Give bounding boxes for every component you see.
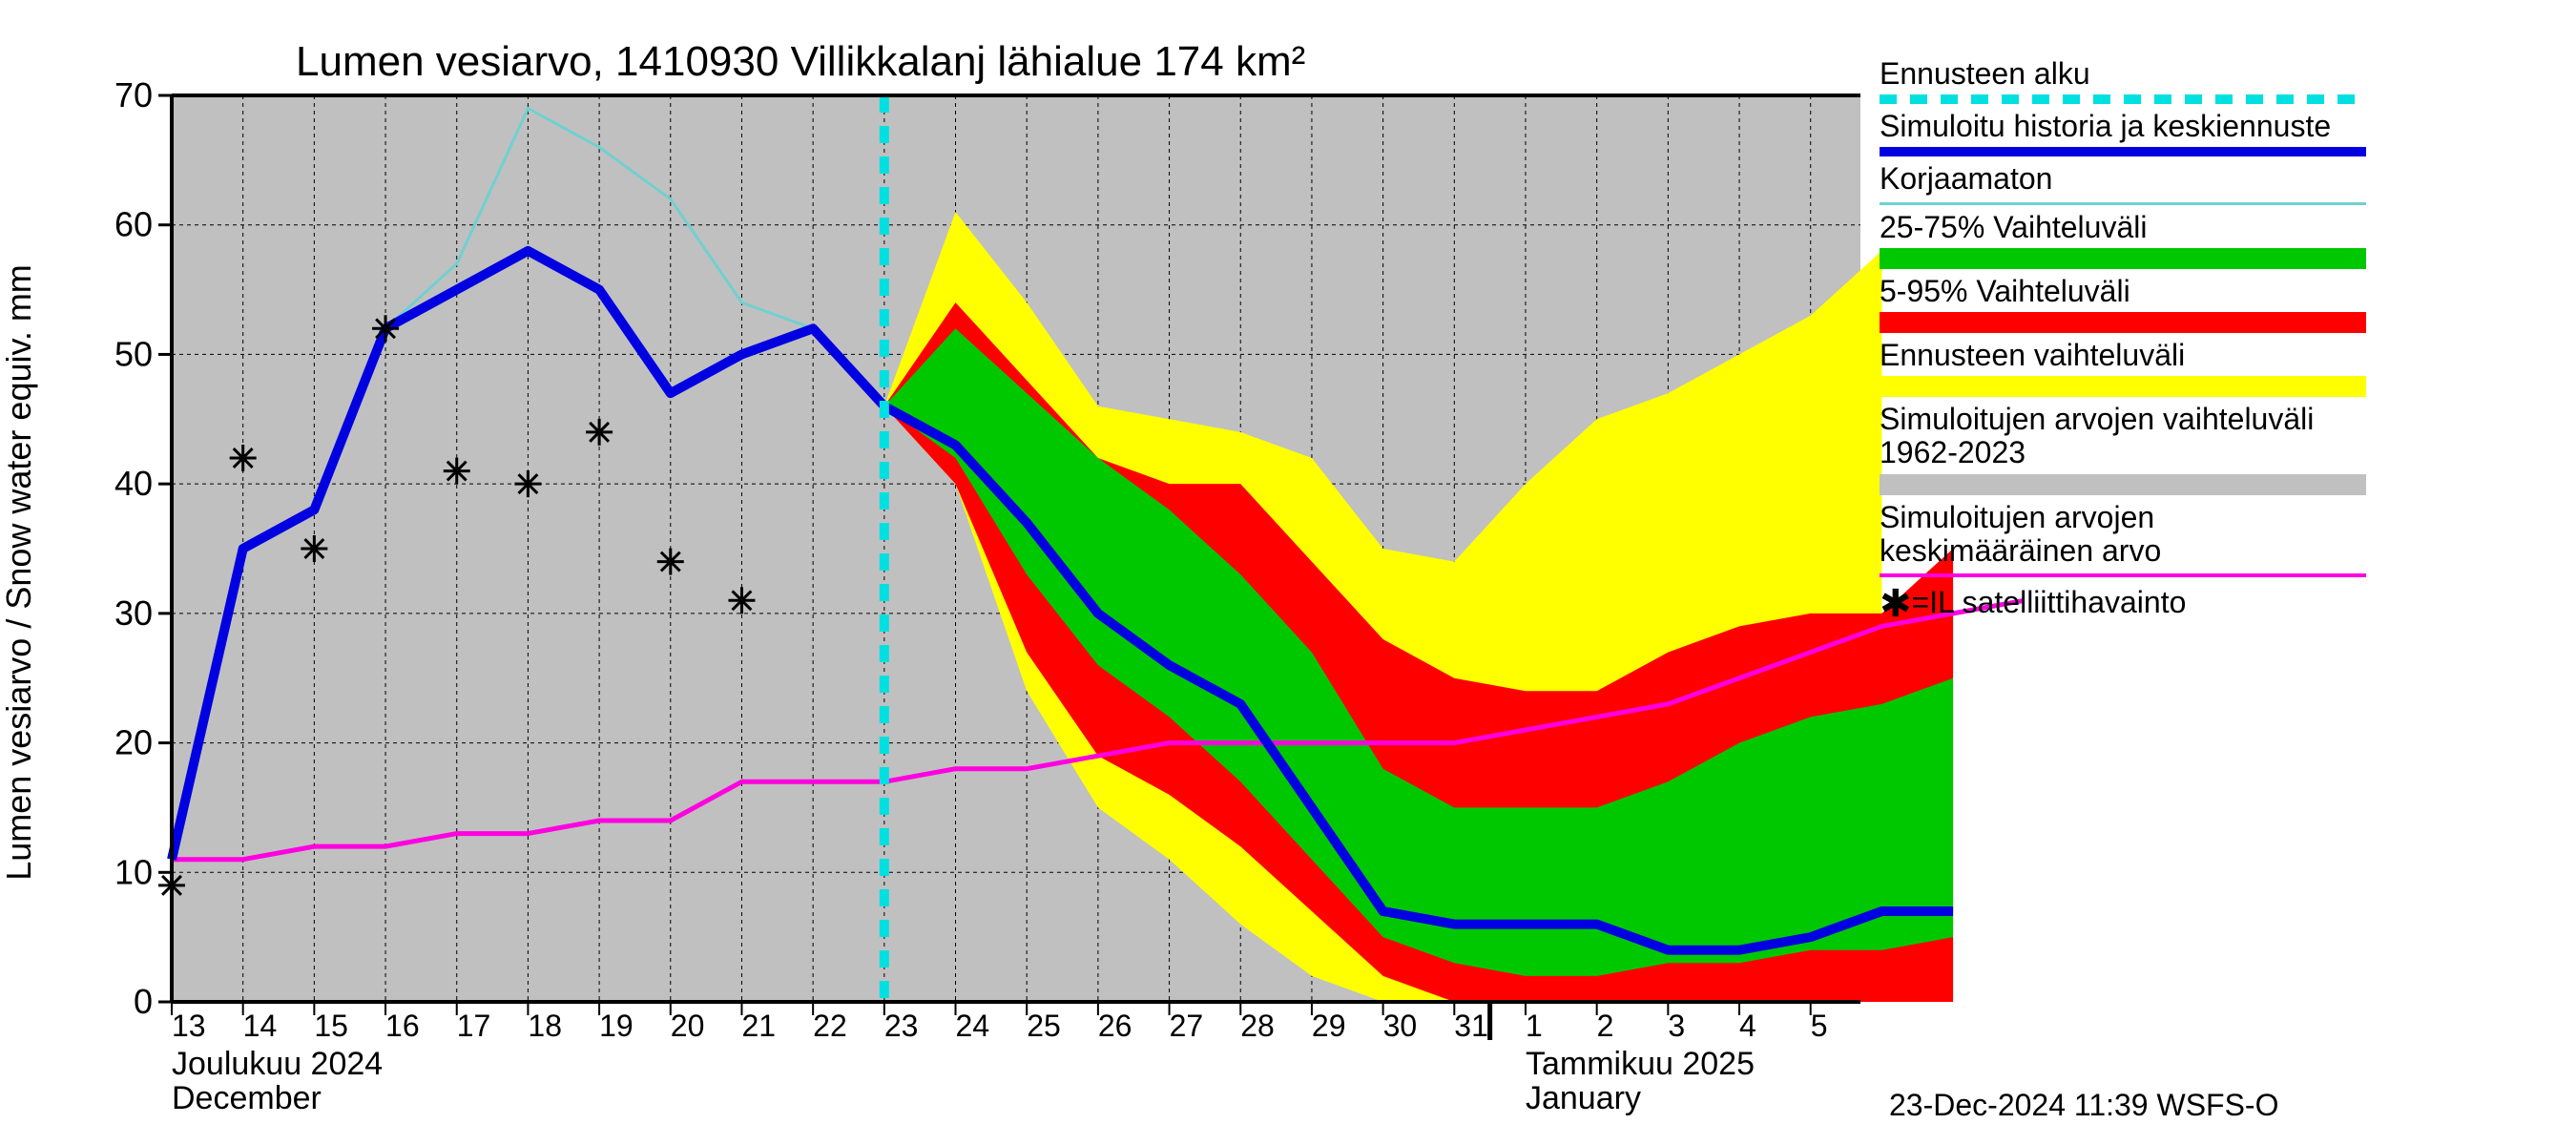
svg-text:5: 5 <box>1811 1009 1828 1043</box>
legend-item: Ennusteen vaihteluväli <box>1880 339 2366 397</box>
svg-text:28: 28 <box>1240 1009 1275 1043</box>
svg-text:Tammikuu 2025: Tammikuu 2025 <box>1526 1046 1755 1082</box>
legend-item: 25-75% Vaihteluväli <box>1880 211 2366 269</box>
svg-text:1: 1 <box>1526 1009 1543 1043</box>
svg-text:60: 60 <box>114 205 153 244</box>
svg-text:20: 20 <box>114 723 153 762</box>
svg-text:25: 25 <box>1027 1009 1061 1043</box>
svg-text:29: 29 <box>1312 1009 1346 1043</box>
svg-text:10: 10 <box>114 852 153 891</box>
svg-text:31: 31 <box>1454 1009 1488 1043</box>
legend-item: Simuloitujen arvojen keskimääräinen arvo <box>1880 501 2366 577</box>
legend-item: ✱=IL satelliittihavainto <box>1880 583 2366 625</box>
legend-item: Simuloitu historia ja keskiennuste <box>1880 110 2366 156</box>
svg-text:3: 3 <box>1668 1009 1685 1043</box>
svg-text:Joulukuu 2024: Joulukuu 2024 <box>172 1046 383 1082</box>
svg-text:2: 2 <box>1597 1009 1614 1043</box>
svg-text:20: 20 <box>671 1009 705 1043</box>
svg-text:50: 50 <box>114 334 153 373</box>
svg-text:70: 70 <box>114 75 153 114</box>
svg-text:18: 18 <box>528 1009 562 1043</box>
svg-text:40: 40 <box>114 464 153 503</box>
svg-text:21: 21 <box>741 1009 776 1043</box>
svg-text:January: January <box>1526 1080 1641 1116</box>
svg-text:22: 22 <box>813 1009 847 1043</box>
legend-item: Ennusteen alku <box>1880 57 2366 104</box>
chart-container: Lumen vesiarvo, 1410930 Villikkalanj läh… <box>0 0 2576 1145</box>
legend-item: 5-95% Vaihteluväli <box>1880 275 2366 333</box>
svg-text:19: 19 <box>599 1009 634 1043</box>
svg-text:17: 17 <box>457 1009 491 1043</box>
svg-text:13: 13 <box>172 1009 206 1043</box>
svg-text:30: 30 <box>1383 1009 1418 1043</box>
svg-text:30: 30 <box>114 593 153 633</box>
legend-item: Simuloitujen arvojen vaihteluväli 1962-2… <box>1880 403 2366 494</box>
svg-text:24: 24 <box>956 1009 990 1043</box>
legend-item: Korjaamaton <box>1880 162 2366 204</box>
timestamp-label: 23-Dec-2024 11:39 WSFS-O <box>1889 1088 2278 1123</box>
legend: Ennusteen alku Simuloitu historia ja kesk… <box>1880 57 2366 631</box>
chart-title: Lumen vesiarvo, 1410930 Villikkalanj läh… <box>296 38 1305 86</box>
svg-text:23: 23 <box>884 1009 919 1043</box>
svg-text:0: 0 <box>134 982 153 1021</box>
svg-text:27: 27 <box>1170 1009 1204 1043</box>
svg-text:December: December <box>172 1080 322 1116</box>
svg-text:15: 15 <box>314 1009 348 1043</box>
svg-text:26: 26 <box>1098 1009 1132 1043</box>
svg-text:14: 14 <box>243 1009 278 1043</box>
svg-text:4: 4 <box>1739 1009 1756 1043</box>
svg-text:16: 16 <box>385 1009 420 1043</box>
y-axis-label: Lumen vesiarvo / Snow water equiv. mm <box>0 264 39 881</box>
